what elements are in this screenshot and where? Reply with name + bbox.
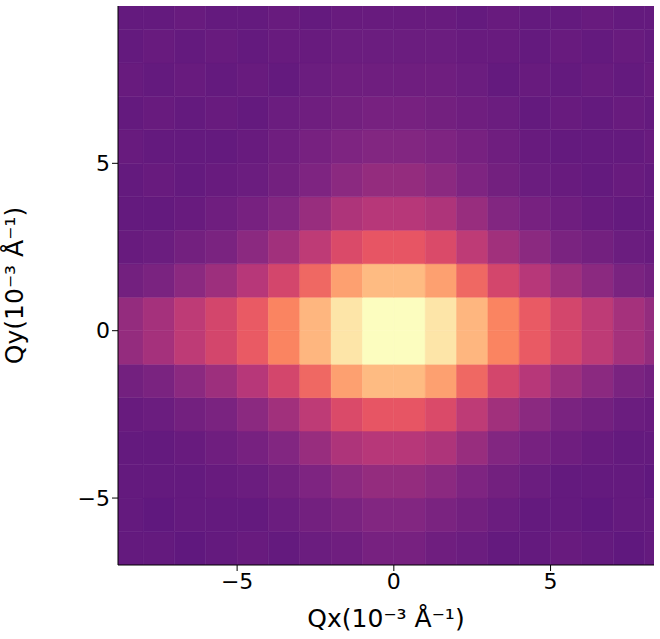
- svg-text:−5: −5: [78, 486, 110, 511]
- svg-text:Qx(10⁻³ Å⁻¹): Qx(10⁻³ Å⁻¹): [307, 604, 464, 633]
- svg-text:0: 0: [96, 318, 110, 343]
- svg-text:0: 0: [387, 569, 401, 594]
- svg-text:Qy(10⁻³ Å⁻¹): Qy(10⁻³ Å⁻¹): [0, 207, 29, 364]
- svg-text:5: 5: [544, 569, 558, 594]
- svg-text:5: 5: [96, 151, 110, 176]
- svg-text:−5: −5: [221, 569, 253, 594]
